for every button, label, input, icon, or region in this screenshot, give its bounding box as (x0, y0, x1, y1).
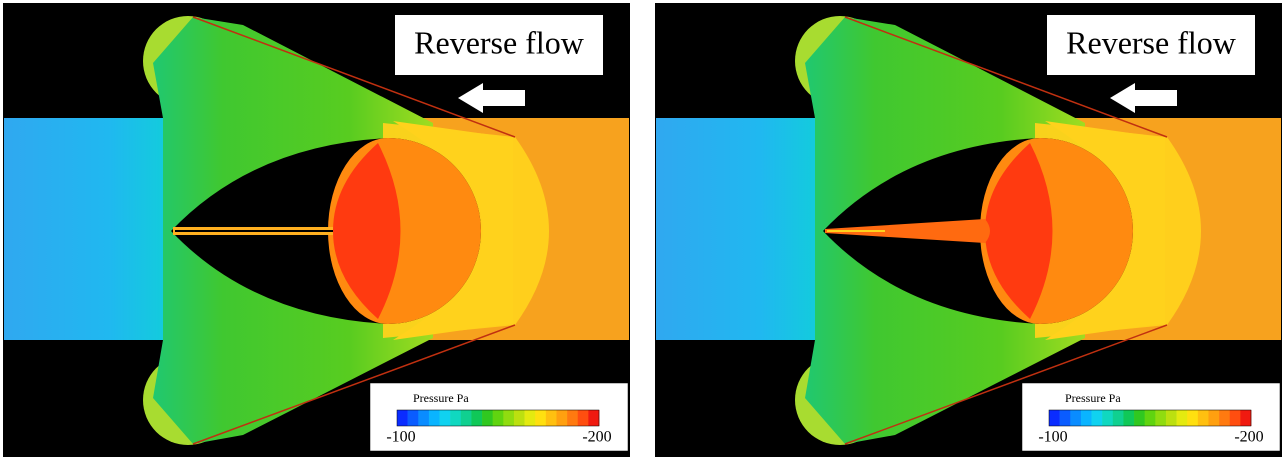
colorbar-swatch (535, 410, 547, 426)
colorbar-swatch (1102, 410, 1114, 426)
cfd-panel: Reverse flow Pressure Pa -100 -200 (655, 3, 1282, 457)
colorbar-swatch (1197, 410, 1209, 426)
colorbar-swatch (577, 410, 589, 426)
colorbar-swatch (1134, 410, 1145, 426)
colorbar-swatch (1112, 410, 1124, 426)
colorbar-swatch (418, 410, 430, 426)
colorbar-frame (396, 409, 600, 427)
legend-min: -100 (1038, 429, 1067, 446)
colorbar-swatch (1123, 410, 1135, 426)
legend-max: -200 (582, 429, 611, 446)
panel-border (655, 3, 1282, 457)
colorbar-swatch (450, 410, 462, 426)
colorbar-swatch (1070, 410, 1082, 426)
panel-border (3, 3, 630, 457)
colorbar-swatch (397, 410, 408, 426)
legend-title: Pressure Pa (413, 391, 469, 405)
legend-max: -200 (1234, 429, 1263, 446)
colorbar-swatch (588, 410, 600, 426)
colorbar-swatch (513, 410, 525, 426)
low-pressure-core (985, 143, 1053, 319)
colorbar-swatch (1240, 410, 1252, 426)
colorbar-swatch (524, 410, 536, 426)
contour-field (3, 3, 630, 457)
legend-min: -100 (386, 429, 415, 446)
colorbar-swatch (545, 410, 557, 426)
colorbar-swatch (1229, 410, 1241, 426)
cfd-panel: Reverse flow Pressure Pa -100 -200 (3, 3, 630, 457)
flow-arrow (458, 83, 525, 113)
low-pressure-core (333, 143, 401, 319)
colorbar-swatch (1059, 410, 1071, 426)
colorbar-swatch (1091, 410, 1103, 426)
colorbar-swatch (1208, 410, 1220, 426)
colorbar-swatch (1049, 410, 1060, 426)
annotation: Reverse flow (414, 24, 584, 60)
annotation-box (395, 15, 603, 75)
colorbar-swatch (1176, 410, 1188, 426)
colorbar-swatch (1080, 410, 1092, 426)
colorbar-swatch (1219, 410, 1231, 426)
colorbar-swatch (556, 410, 568, 426)
annotation: Reverse flow (1066, 24, 1236, 60)
colorbar-frame (1048, 409, 1252, 427)
jet (825, 219, 990, 243)
colorbar-swatch (1144, 410, 1156, 426)
annotation-box (1047, 15, 1255, 75)
inlet-channel (655, 118, 830, 340)
colorbar-swatch (503, 410, 515, 426)
wall (844, 16, 1168, 445)
inlet-channel (3, 118, 178, 340)
colorbar-swatch (1155, 410, 1167, 426)
colorbar-swatch (1165, 410, 1177, 426)
legend-title: Pressure Pa (1065, 391, 1121, 405)
colorbar-swatch (492, 410, 504, 426)
colorbar-swatch (471, 410, 483, 426)
colorbar-swatch (460, 410, 472, 426)
colorbar-swatch (1187, 410, 1199, 426)
colorbar-swatch (407, 410, 419, 426)
colorbar-swatch (567, 410, 579, 426)
colorbar-swatch (482, 410, 493, 426)
colorbar-swatch (439, 410, 451, 426)
contour-field (655, 3, 1282, 457)
wall (192, 16, 516, 445)
colorbar-swatch (428, 410, 440, 426)
flow-arrow (1110, 83, 1177, 113)
